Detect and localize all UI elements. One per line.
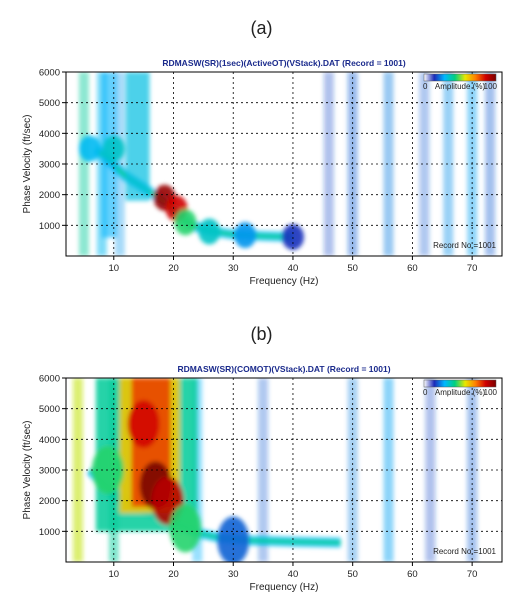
panel-b: (b) RDMASW(SR)(COMOT)(VStack).DAT (Recor… <box>0 306 523 611</box>
y-tick-label: 3000 <box>39 160 60 171</box>
y-tick-label: 4000 <box>39 129 60 140</box>
y-tick-label: 5000 <box>39 404 60 415</box>
chart-title-b: RDMASW(SR)(COMOT)(VStack).DAT (Record = … <box>177 364 391 374</box>
x-axis-label: Frequency (Hz) <box>250 276 319 287</box>
colorbar-min-label: 0 <box>423 388 428 397</box>
y-tick-label: 2000 <box>39 190 60 201</box>
y-tick-label: 2000 <box>39 496 60 507</box>
background-energy-streak <box>258 378 269 562</box>
background-energy-streak <box>443 72 454 256</box>
x-tick-label: 70 <box>467 263 478 274</box>
x-tick-label: 20 <box>168 569 179 580</box>
x-tick-label: 50 <box>347 569 358 580</box>
high-energy-region <box>125 72 150 201</box>
x-tick-label: 10 <box>108 569 119 580</box>
background-energy-streak <box>383 72 394 256</box>
energy-peak <box>234 222 257 249</box>
panel-a: (a) RDMASW(SR)(1sec)(ActiveOT)(VStack).D… <box>0 0 523 305</box>
colorbar <box>423 73 497 82</box>
x-tick-label: 60 <box>407 569 418 580</box>
colorbar <box>423 379 497 388</box>
colorbar-min-label: 0 <box>423 82 428 91</box>
x-axis-label: Frequency (Hz) <box>250 582 319 593</box>
colorbar-label: Amplitude (%) <box>435 388 486 397</box>
background-energy-streak <box>485 72 496 256</box>
colorbar-label: Amplitude (%) <box>435 82 486 91</box>
y-tick-label: 6000 <box>39 374 60 385</box>
energy-peak <box>78 135 101 162</box>
x-tick-label: 70 <box>467 569 478 580</box>
y-tick-label: 5000 <box>39 98 60 109</box>
chart-title-a: RDMASW(SR)(1sec)(ActiveOT)(VStack).DAT (… <box>162 58 406 68</box>
dispersion-image-b: 10 20 30 40 50 60 70100020003000400050006000Fr… <box>22 374 503 593</box>
x-tick-label: 30 <box>228 569 239 580</box>
y-axis-label: Phase Velocity (ft/sec) <box>22 115 33 214</box>
y-tick-label: 1000 <box>39 527 60 538</box>
panel-label-b: (b) <box>250 324 273 344</box>
record-annotation: Record No.=1001 <box>433 547 496 556</box>
background-energy-streak <box>78 72 89 256</box>
x-tick-label: 50 <box>347 263 358 274</box>
y-tick-label: 1000 <box>39 221 60 232</box>
panel-label-a: (a) <box>250 18 273 38</box>
y-tick-label: 4000 <box>39 435 60 446</box>
x-tick-label: 60 <box>407 263 418 274</box>
x-tick-label: 30 <box>228 263 239 274</box>
x-tick-label: 10 <box>108 263 119 274</box>
energy-peak <box>169 504 202 553</box>
colorbar-max-label: 100 <box>484 82 498 91</box>
background-energy-streak <box>425 378 436 562</box>
energy-peak <box>174 209 197 236</box>
background-energy-streak <box>323 72 334 256</box>
dispersion-image-a: 10 20 30 40 50 60 70100020003000400050006000Fr… <box>22 68 503 287</box>
y-tick-label: 3000 <box>39 466 60 477</box>
background-energy-streak <box>383 378 394 562</box>
x-tick-label: 40 <box>288 569 299 580</box>
x-tick-label: 20 <box>168 263 179 274</box>
energy-peak <box>198 218 221 245</box>
background-energy-streak <box>419 72 430 256</box>
y-tick-label: 6000 <box>39 68 60 79</box>
x-tick-label: 40 <box>288 263 299 274</box>
record-annotation: Record No.=1001 <box>433 241 496 250</box>
energy-peak <box>281 223 304 250</box>
colorbar-max-label: 100 <box>484 388 498 397</box>
energy-peak <box>127 400 160 448</box>
y-axis-label: Phase Velocity (ft/sec) <box>22 421 33 520</box>
